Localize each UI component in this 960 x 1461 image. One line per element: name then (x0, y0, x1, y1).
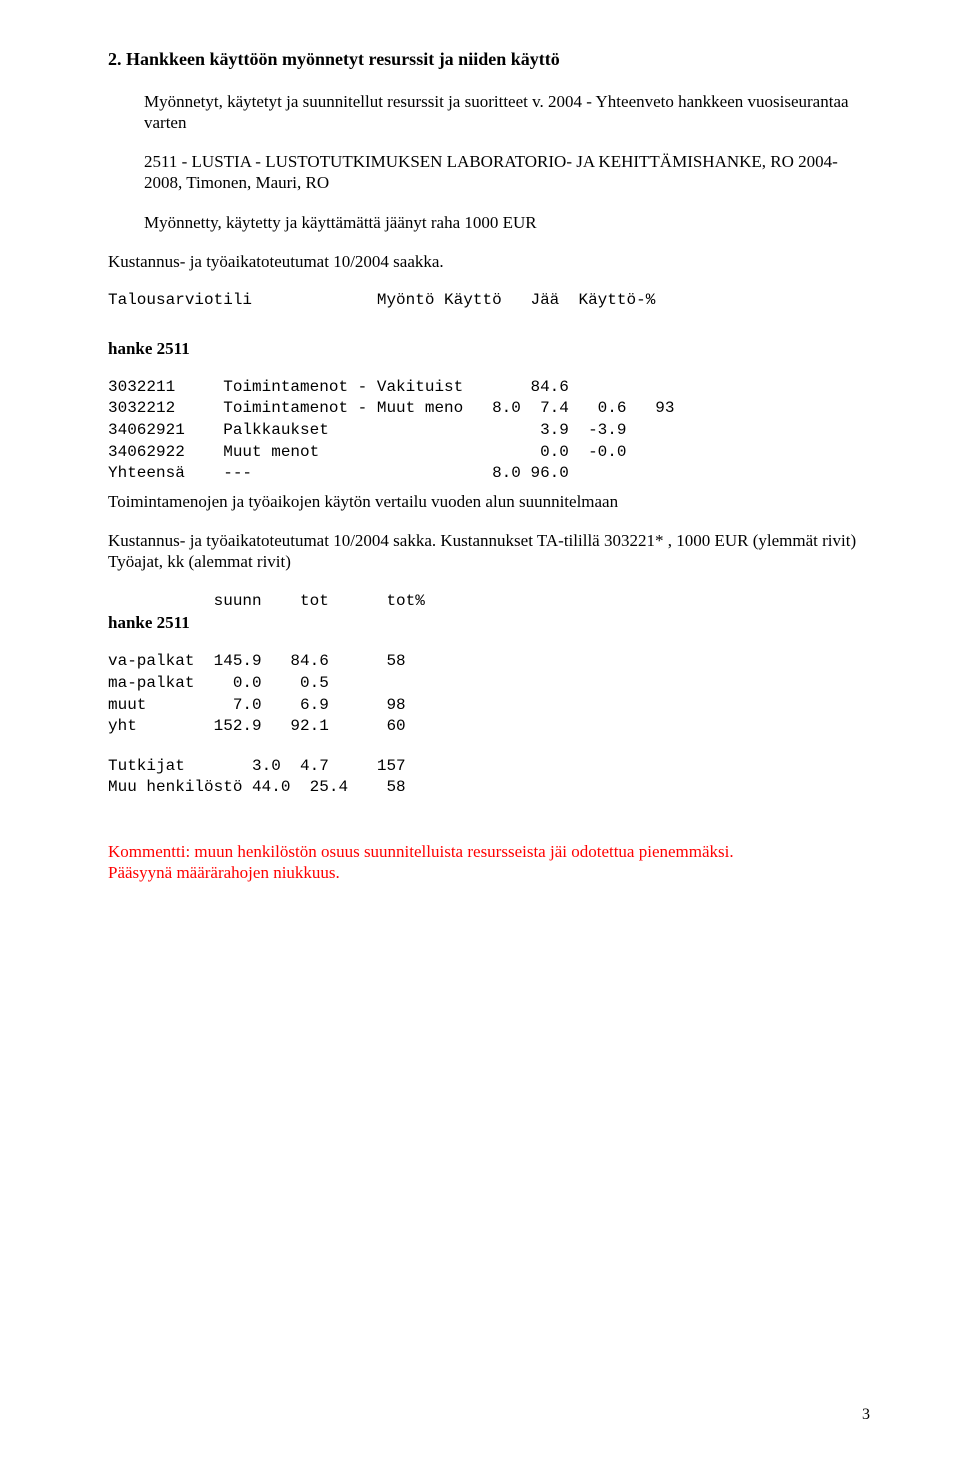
budget-table-row: Yhteensä --- 8.0 96.0 (108, 463, 870, 485)
paragraph-cost-detail: Kustannus- ja työaikatoteutumat 10/2004 … (108, 530, 870, 573)
page: 2. Hankkeen käyttöön myönnetyt resurssit… (0, 0, 960, 1461)
plan-table-header: suunn tot tot% (108, 591, 870, 613)
section-heading: 2. Hankkeen käyttöön myönnetyt resurssit… (108, 48, 870, 71)
budget-table-row: 3032211 Toimintamenot - Vakituist 84.6 (108, 377, 870, 399)
plan-table-row: yht 152.9 92.1 60 (108, 716, 870, 738)
paragraph-granted-used: Myönnetty, käytetty ja käyttämättä jääny… (144, 212, 870, 233)
hanke-label-2: hanke 2511 (108, 612, 870, 633)
hanke-label-1: hanke 2511 (108, 338, 870, 359)
paragraph-comparison: Toimintamenojen ja työaikojen käytön ver… (108, 491, 870, 512)
plan-table-row: Tutkijat 3.0 4.7 157 (108, 756, 870, 778)
plan-table-row: ma-palkat 0.0 0.5 (108, 673, 870, 695)
paragraph-resources-summary: Myönnetyt, käytetyt ja suunnitellut resu… (144, 91, 870, 134)
paragraph-cost-time: Kustannus- ja työaikatoteutumat 10/2004 … (108, 251, 870, 272)
plan-table-row: Muu henkilöstö 44.0 25.4 58 (108, 777, 870, 799)
plan-table-row: muut 7.0 6.9 98 (108, 695, 870, 717)
comment-line-1: Kommentti: muun henkilöstön osuus suunni… (108, 841, 870, 862)
budget-table-row: 34062921 Palkkaukset 3.9 -3.9 (108, 420, 870, 442)
comment-line-2: Pääsyynä määrärahojen niukkuus. (108, 862, 870, 883)
budget-table-row: 3032212 Toimintamenot - Muut meno 8.0 7.… (108, 398, 870, 420)
plan-table-row: va-palkat 145.9 84.6 58 (108, 651, 870, 673)
page-number: 3 (862, 1405, 870, 1425)
budget-table-row: 34062922 Muut menot 0.0 -0.0 (108, 442, 870, 464)
paragraph-project-title: 2511 - LUSTIA - LUSTOTUTKIMUKSEN LABORAT… (144, 151, 870, 194)
budget-table-header: Talousarviotili Myöntö Käyttö Jää Käyttö… (108, 290, 870, 312)
